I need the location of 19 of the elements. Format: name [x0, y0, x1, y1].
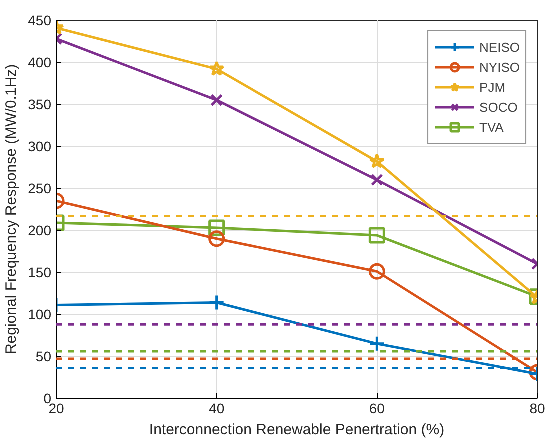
y-tick-label: 150: [28, 264, 52, 280]
legend-label: NEISO: [480, 39, 520, 55]
y-tick-label: 250: [28, 180, 52, 196]
legend-label: NYISO: [480, 59, 520, 75]
x-tick-label: 60: [369, 400, 386, 416]
legend-label: TVA: [480, 119, 504, 135]
y-axis-title: Regional Frequency Response (MW/0.1Hz): [3, 64, 20, 355]
y-tick-label: 300: [28, 138, 52, 154]
y-tick-label: 200: [28, 222, 52, 238]
x-tick-label: 40: [209, 400, 225, 416]
x-axis-title: Interconnection Renewable Penertration (%): [149, 422, 445, 438]
y-tick-label: 100: [28, 306, 52, 322]
x-tick-label: 80: [530, 400, 546, 416]
y-tick-label: 450: [28, 12, 52, 28]
y-tick-label: 50: [36, 348, 52, 364]
legend-label: PJM: [480, 79, 506, 95]
y-tick-label: 350: [28, 96, 52, 112]
legend-label: SOCO: [480, 99, 518, 115]
y-tick-label: 400: [28, 54, 52, 70]
